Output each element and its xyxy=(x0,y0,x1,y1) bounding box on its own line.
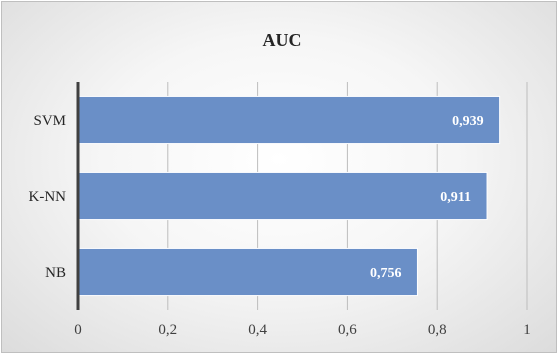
data-labels: 0,939 0,911 0,756 xyxy=(370,114,484,281)
bar-k-nn xyxy=(77,171,488,221)
x-tick-label: 0,6 xyxy=(338,322,357,338)
bar-svm xyxy=(77,95,501,145)
x-tick-label: 0 xyxy=(74,322,82,338)
category-label: SVM xyxy=(33,113,66,129)
data-label: 0,911 xyxy=(440,190,471,205)
category-label: NB xyxy=(45,265,66,281)
bars xyxy=(77,95,501,297)
category-labels: SVM K-NN NB xyxy=(29,113,67,281)
x-tick-label: 0,4 xyxy=(248,322,267,338)
data-label: 0,939 xyxy=(452,114,484,129)
x-tick-labels: 0 0,2 0,4 0,6 0,8 1 xyxy=(74,322,531,338)
x-tick-label: 0,8 xyxy=(428,322,447,338)
category-label: K-NN xyxy=(29,189,67,205)
chart-title: AUC xyxy=(263,30,302,50)
x-tick-label: 1 xyxy=(523,322,531,338)
data-label: 0,756 xyxy=(370,266,402,281)
bar-nb xyxy=(77,247,418,297)
x-tick-label: 0,2 xyxy=(158,322,177,338)
